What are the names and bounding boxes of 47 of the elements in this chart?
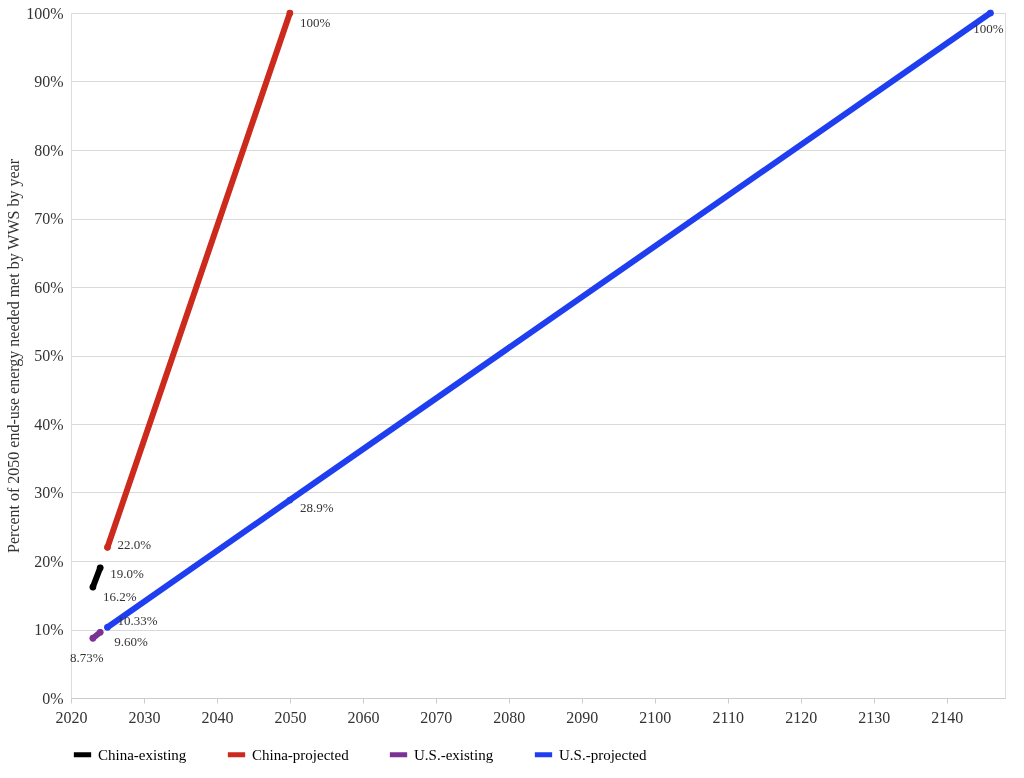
data-label: 100% bbox=[973, 21, 1004, 36]
y-tick-label: 60% bbox=[34, 278, 64, 296]
x-tick-label: 2090 bbox=[566, 708, 599, 726]
y-tick-label: 80% bbox=[34, 141, 64, 159]
x-tick-label: 2070 bbox=[420, 708, 453, 726]
point bbox=[96, 564, 104, 572]
legend-label: China-existing bbox=[98, 746, 187, 763]
y-tick-label: 40% bbox=[34, 415, 64, 433]
x-tick-label: 2020 bbox=[55, 708, 88, 726]
y-tick-label: 20% bbox=[34, 552, 64, 570]
data-label: 16.2% bbox=[102, 589, 137, 605]
x-tick-label: 2110 bbox=[712, 708, 744, 726]
data-label: 19.0% bbox=[110, 565, 144, 581]
y-tick-label: 90% bbox=[34, 73, 64, 90]
point bbox=[89, 583, 97, 591]
x-tick-label: 2050 bbox=[274, 708, 307, 726]
legend-label: U.S.-projected bbox=[559, 746, 647, 763]
x-tick-label: 2120 bbox=[785, 708, 818, 726]
y-tick-label: 100% bbox=[26, 4, 64, 22]
point bbox=[104, 543, 111, 551]
data-label: 22.0% bbox=[117, 537, 152, 553]
y-tick-label: 70% bbox=[34, 210, 64, 227]
x-tick-label: 2130 bbox=[858, 708, 891, 726]
y-axis-title: Percent of 2050 end-use energy needed met by WWS by year bbox=[5, 158, 24, 553]
point bbox=[286, 9, 294, 17]
point bbox=[89, 634, 97, 642]
x-tick-label: 2060 bbox=[347, 708, 380, 726]
y-tick-label: 0% bbox=[42, 689, 64, 707]
x-tick-label: 2030 bbox=[128, 708, 161, 726]
x-tick-label: 2040 bbox=[201, 708, 234, 726]
legend-label: U.S.-existing bbox=[414, 746, 494, 763]
x-tick-label: 2100 bbox=[639, 708, 672, 726]
data-label: 100% bbox=[299, 15, 331, 30]
data-label: 8.73% bbox=[70, 650, 104, 666]
legend-label: China-projected bbox=[252, 746, 350, 763]
point bbox=[96, 628, 104, 636]
x-tick-label: 2140 bbox=[931, 708, 964, 726]
y-tick-label: 30% bbox=[34, 484, 64, 501]
point bbox=[104, 623, 111, 631]
point bbox=[987, 9, 994, 17]
x-tick-label: 2080 bbox=[493, 708, 526, 726]
y-tick-label: 10% bbox=[34, 621, 64, 638]
data-label: 9.60% bbox=[114, 634, 148, 650]
point bbox=[286, 496, 294, 504]
data-label: 28.9% bbox=[299, 500, 334, 516]
data-label: 10.33% bbox=[117, 613, 158, 629]
y-tick-label: 50% bbox=[34, 347, 64, 364]
